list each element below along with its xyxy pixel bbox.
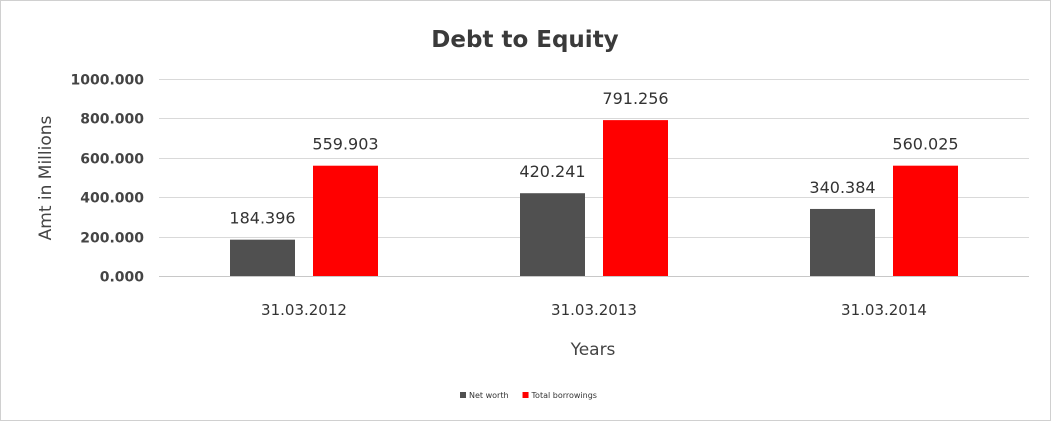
bar-net-worth [810,208,875,276]
y-tick-label: 1000.000 [70,73,144,89]
legend-label: Net worth [469,391,509,400]
x-axis-ticks: 31.03.2012 31.03.2013 31.03.2014 [261,301,927,319]
y-tick-label: 800.000 [80,112,144,128]
bar-net-worth [230,239,295,276]
data-label: 340.384 [809,178,875,197]
y-tick-label: 0.000 [100,270,145,286]
legend-label: Total borrowings [531,391,597,400]
x-tick-label: 31.03.2012 [261,301,347,319]
x-axis-label: Years [570,340,616,360]
y-tick-label: 400.000 [80,191,144,207]
data-labels: 184.396 559.903 420.241 791.256 340.384 560.0… [229,89,958,228]
legend: Net worth Total borrowings [460,391,597,400]
bar-net-worth [520,193,585,276]
bar-total-borrowings [603,120,668,277]
bar-total-borrowings [893,165,958,276]
data-label: 560.025 [892,135,958,154]
bars [230,120,958,277]
gridlines [159,79,1029,277]
y-axis-ticks: 0.000 200.000 400.000 600.000 800.000 1000.00… [70,73,144,286]
x-tick-label: 31.03.2014 [841,301,927,319]
data-label: 184.396 [229,209,295,228]
data-label: 559.903 [312,135,378,154]
data-label: 420.241 [519,162,585,181]
x-tick-label: 31.03.2013 [551,301,637,319]
data-label: 791.256 [602,89,668,108]
chart-title: Debt to Equity [431,27,618,53]
legend-swatch [522,392,529,398]
y-tick-label: 200.000 [80,231,144,247]
bar-total-borrowings [313,165,378,276]
y-axis-label: Amt in Millions [36,115,56,240]
legend-swatch [460,392,466,398]
y-tick-label: 600.000 [80,152,144,168]
